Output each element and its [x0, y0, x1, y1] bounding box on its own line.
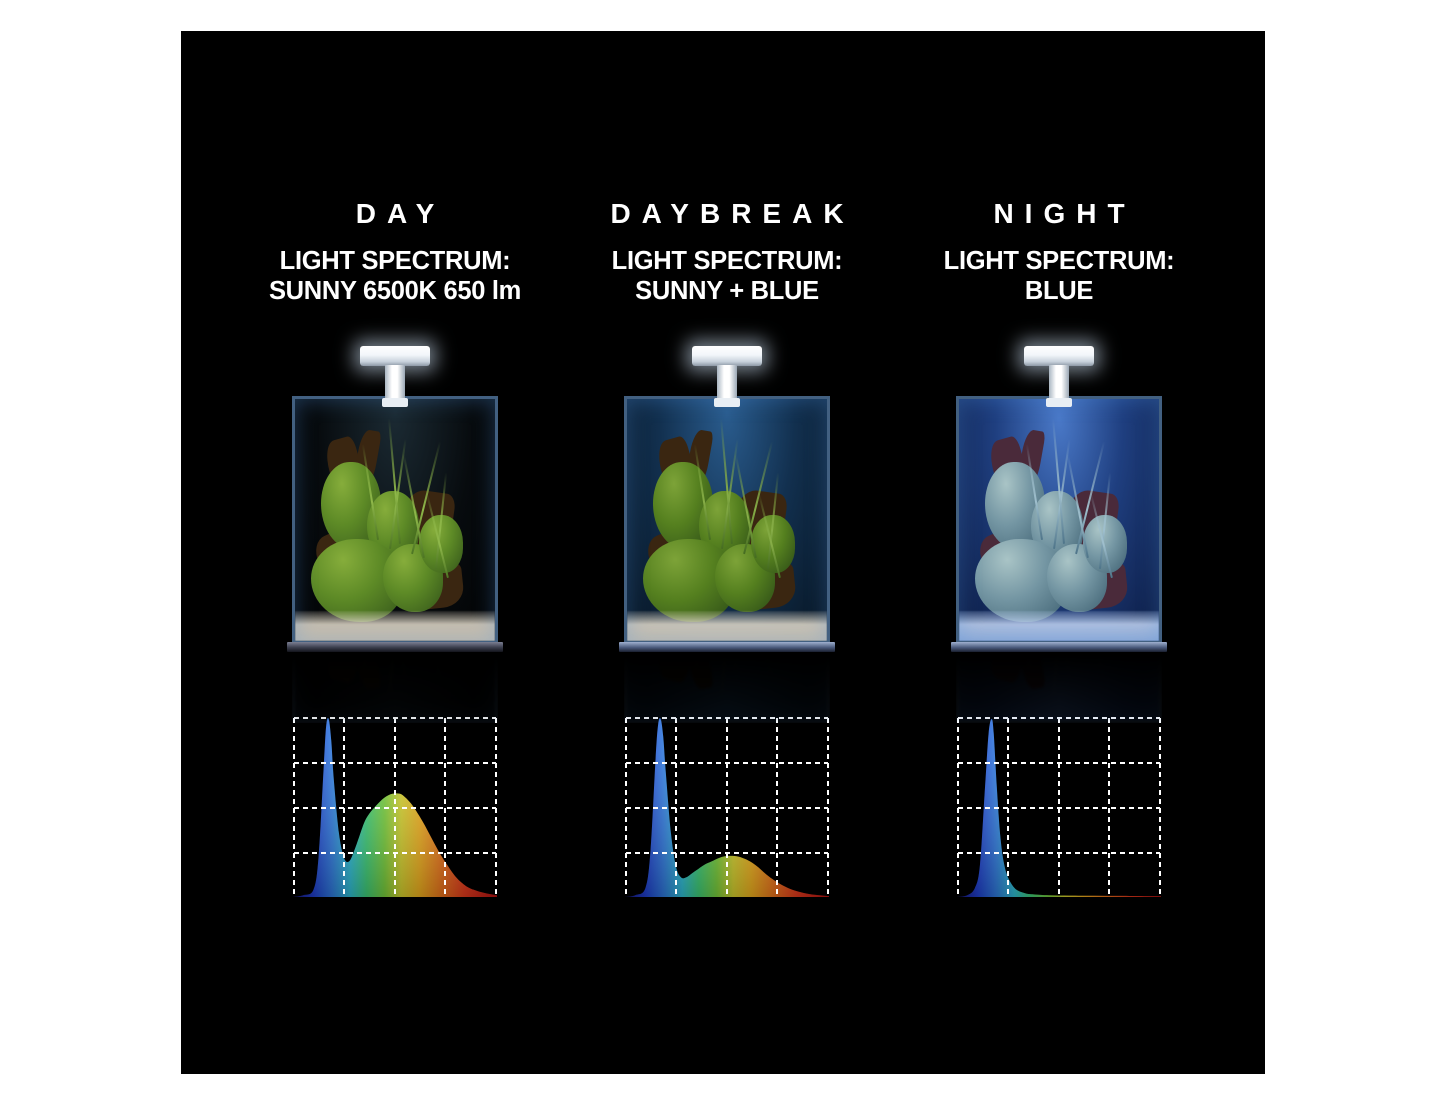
tank-glass [624, 396, 830, 644]
lamp-stem [385, 365, 405, 403]
spectrum-svg-day [293, 717, 497, 897]
spectrum-label-day: LIGHT SPECTRUM: SUNNY 6500K 650 lm [215, 246, 575, 306]
tank-glass [956, 396, 1162, 644]
lamp-clip [714, 398, 740, 407]
aquarium-tank-day [292, 396, 498, 644]
tank-base-night [951, 642, 1167, 652]
spectrum-label-night: LIGHT SPECTRUM: BLUE [879, 246, 1239, 306]
spectrum-curve-day [293, 717, 497, 899]
led-lamp-icon-daybreak [692, 346, 762, 408]
mode-title-day: DAY [355, 198, 446, 229]
tank-reflection-day [292, 653, 498, 723]
spectrum-svg-daybreak [625, 718, 829, 897]
tank-glass [292, 653, 498, 723]
spectrum-label-line2-night: BLUE [1024, 277, 1094, 305]
spectrum-chart-night [957, 717, 1161, 899]
tank-water-day [295, 399, 495, 641]
tank-base-day [287, 642, 503, 652]
mode-column-day: DAY LIGHT SPECTRUM: SUNNY 6500K 650 lm [215, 31, 575, 1074]
tank-substrate [295, 611, 495, 641]
spectrum-label-line2-day: SUNNY 6500K 650 lm [268, 277, 522, 305]
led-lamp-icon-night [1024, 346, 1094, 408]
tank-water-night [959, 399, 1159, 641]
spectrum-chart-day [293, 717, 497, 899]
spectrum-label-line1-night: LIGHT SPECTRUM: [943, 247, 1175, 275]
mode-title-night: NIGHT [993, 198, 1136, 229]
aquarium-photo-day [215, 346, 575, 723]
mode-title-daybreak: DAYBREAK [610, 198, 855, 229]
lamp-stem [717, 365, 737, 403]
tank-glass [292, 396, 498, 644]
lamp-clip [1046, 398, 1072, 407]
spectrum-svg-night [957, 719, 1161, 897]
comparison-panel: DAY LIGHT SPECTRUM: SUNNY 6500K 650 lm [181, 31, 1265, 1074]
aquarium-tank-night [956, 653, 1162, 723]
spectrum-curve-night [957, 717, 1161, 899]
mode-column-daybreak: DAYBREAK LIGHT SPECTRUM: SUNNY + BLUE [547, 31, 907, 1074]
spectrum-label-line1-daybreak: LIGHT SPECTRUM: [611, 247, 843, 275]
aquarium-tank-night [956, 396, 1162, 644]
tank-substrate [959, 611, 1159, 641]
lamp-head [692, 346, 762, 366]
lamp-head [360, 346, 430, 366]
spectrum-chart-daybreak [625, 717, 829, 899]
tank-reflection-daybreak [624, 653, 830, 723]
aquarium-photo-daybreak [547, 346, 907, 723]
lamp-stem [1049, 365, 1069, 403]
tank-reflection-night [956, 653, 1162, 723]
spectrum-label-daybreak: LIGHT SPECTRUM: SUNNY + BLUE [547, 246, 907, 306]
tank-glass [956, 653, 1162, 723]
aquarium-tank-daybreak [624, 653, 830, 723]
tank-water-daybreak [627, 399, 827, 641]
spectrum-curve-daybreak [625, 717, 829, 899]
led-lamp-icon-day [360, 346, 430, 408]
spectrum-label-line2-daybreak: SUNNY + BLUE [635, 277, 819, 305]
tank-substrate [627, 611, 827, 641]
aquarium-photo-night [879, 346, 1239, 723]
tank-glass [624, 653, 830, 723]
aquarium-tank-daybreak [624, 396, 830, 644]
tank-base-daybreak [619, 642, 835, 652]
aquarium-tank-day [292, 653, 498, 723]
lamp-clip [382, 398, 408, 407]
lamp-head [1024, 346, 1094, 366]
mode-column-night: NIGHT LIGHT SPECTRUM: BLUE [879, 31, 1239, 1074]
spectrum-label-line1-day: LIGHT SPECTRUM: [279, 247, 511, 275]
